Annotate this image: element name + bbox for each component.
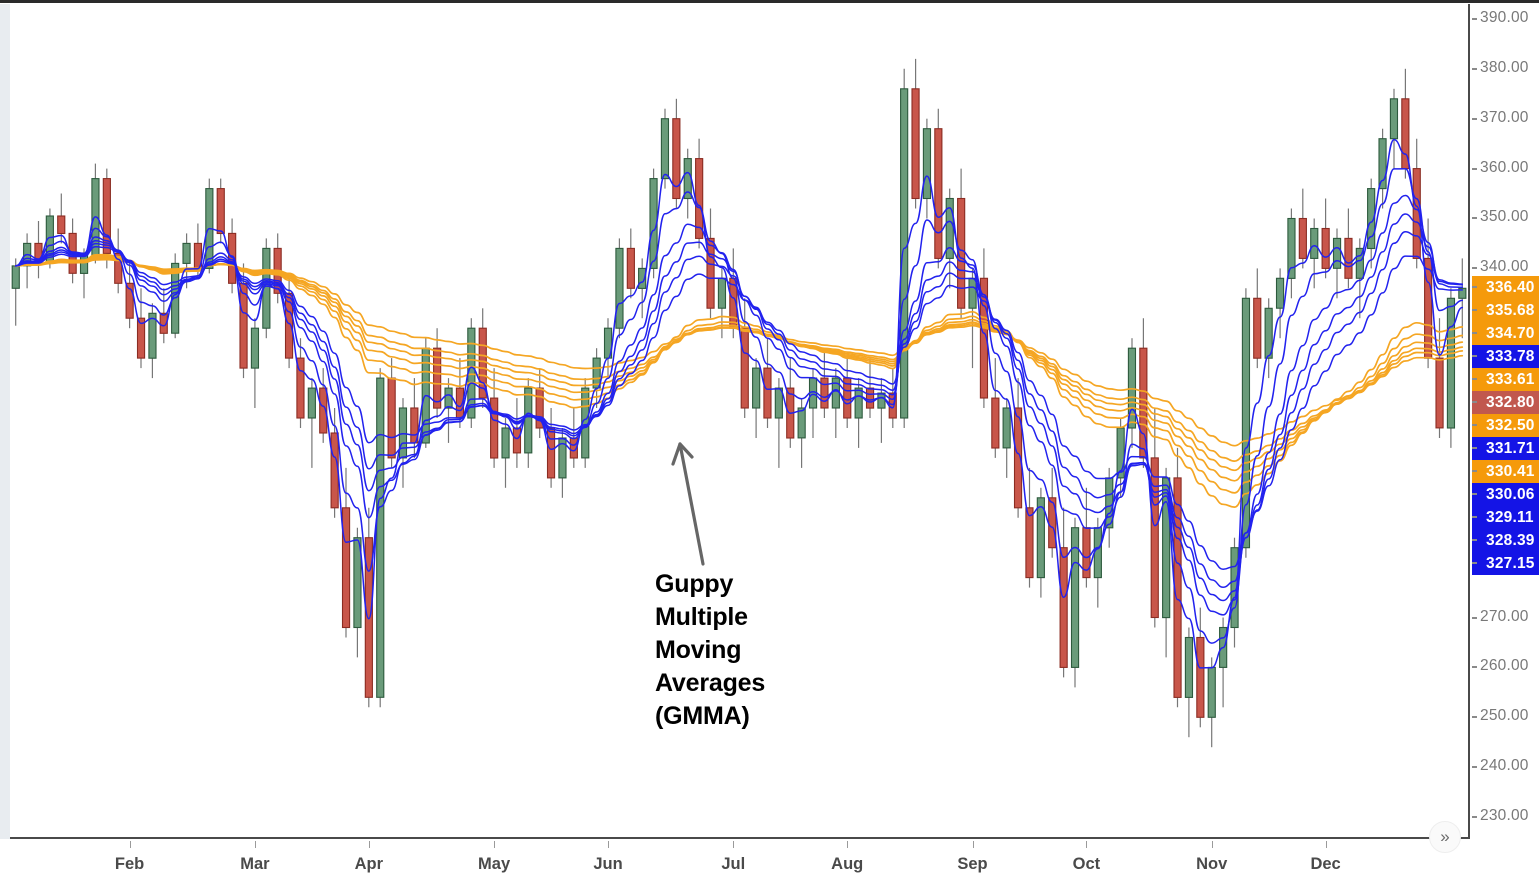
time-axis-label: Jun	[593, 855, 623, 873]
tick-mark	[1472, 666, 1477, 669]
current-price-label[interactable]: 335.68	[1472, 299, 1539, 322]
price-tick: 360.00	[1472, 159, 1539, 176]
tick-mark	[1472, 332, 1477, 334]
current-price-label[interactable]: 332.50	[1472, 414, 1539, 437]
current-price-label[interactable]: 328.39	[1472, 529, 1539, 552]
price-plot-area[interactable]	[10, 4, 1470, 839]
price-tick: 350.00	[1472, 208, 1539, 225]
tick-mark	[1472, 309, 1477, 311]
tick-mark	[1472, 355, 1477, 357]
time-axis-label: Sep	[957, 855, 988, 873]
price-tick-label: 390.00	[1480, 8, 1529, 26]
tick-mark	[1472, 816, 1477, 819]
time-axis-label: Aug	[831, 855, 864, 873]
tick-mark	[1472, 539, 1477, 541]
price-tick: 260.00	[1472, 657, 1539, 674]
price-tick-label: 270.00	[1480, 607, 1529, 625]
annotation-line: Moving	[655, 636, 742, 664]
tick-mark	[1472, 447, 1477, 449]
time-axis-label: Mar	[240, 855, 270, 873]
candlestick-svg	[11, 58, 1467, 748]
time-axis-label: Jul	[721, 855, 746, 873]
current-price-label[interactable]: 329.11	[1472, 506, 1539, 529]
tick-mark	[1472, 470, 1477, 472]
price-tick-label: 350.00	[1480, 208, 1529, 226]
current-price-label[interactable]: 327.15	[1472, 552, 1539, 575]
scroll-to-latest-button[interactable]: »	[1429, 821, 1461, 853]
time-tick	[1325, 841, 1327, 848]
price-tick: 380.00	[1472, 59, 1539, 76]
time-axis-label: Nov	[1196, 855, 1228, 873]
tick-mark	[1472, 716, 1477, 719]
left-gutter	[0, 4, 10, 839]
price-tick-label: 250.00	[1480, 707, 1529, 725]
current-price-label[interactable]: 336.40	[1472, 276, 1539, 299]
annotation-line: Guppy	[655, 570, 734, 598]
price-tick: 370.00	[1472, 109, 1539, 126]
time-tick	[847, 841, 849, 848]
current-price-label[interactable]: 332.80	[1472, 391, 1539, 414]
price-tick: 340.00	[1472, 258, 1539, 275]
tick-mark	[1472, 401, 1477, 403]
tick-mark	[1472, 562, 1477, 564]
current-price-label[interactable]: 333.78	[1472, 345, 1539, 368]
annotation-line: Averages	[655, 669, 766, 697]
gmma-annotation-text: Guppy Multiple Moving Averages (GMMA)	[655, 568, 765, 733]
tick-mark	[1472, 67, 1477, 70]
current-price-label[interactable]: 330.06	[1472, 483, 1539, 506]
price-tick-label: 260.00	[1480, 657, 1529, 675]
time-tick	[254, 841, 256, 848]
time-tick	[1086, 841, 1088, 848]
tick-mark	[1472, 117, 1477, 120]
price-tick-label: 360.00	[1480, 158, 1529, 176]
time-tick	[1211, 841, 1213, 848]
price-tick-label: 380.00	[1480, 58, 1529, 76]
tick-mark	[1472, 516, 1477, 518]
time-tick	[494, 841, 496, 848]
tick-mark	[1472, 167, 1477, 170]
price-tick-label: 240.00	[1480, 757, 1529, 775]
time-tick	[733, 841, 735, 848]
price-tick-label: 340.00	[1480, 258, 1529, 276]
time-axis-label: May	[478, 855, 511, 873]
time-axis-label: Apr	[354, 855, 384, 873]
price-tick-label: 230.00	[1480, 807, 1529, 825]
tick-mark	[1472, 217, 1477, 220]
current-price-label[interactable]: 331.71	[1472, 437, 1539, 460]
price-tick: 390.00	[1472, 9, 1539, 26]
tick-mark	[1472, 424, 1477, 426]
tick-mark	[1472, 378, 1477, 380]
tick-mark	[1472, 267, 1477, 270]
time-tick	[972, 841, 974, 848]
top-border	[0, 0, 1539, 3]
tick-mark	[1472, 616, 1477, 619]
time-axis-label: Dec	[1310, 855, 1341, 873]
tick-mark	[1472, 286, 1477, 288]
tick-mark	[1472, 17, 1477, 20]
price-tick-label: 370.00	[1480, 108, 1529, 126]
time-tick	[368, 841, 370, 848]
annotation-line: Multiple	[655, 603, 748, 631]
current-price-label[interactable]: 334.70	[1472, 322, 1539, 345]
tick-mark	[1472, 493, 1477, 495]
time-axis-label: Oct	[1072, 855, 1101, 873]
tick-mark	[1472, 766, 1477, 769]
current-price-label[interactable]: 333.61	[1472, 368, 1539, 391]
price-tick: 250.00	[1472, 707, 1539, 724]
time-axis[interactable]: Feb Mar Apr May Jun Jul Aug Sep Oct Nov Dec	[0, 841, 1539, 883]
time-tick	[608, 841, 609, 848]
price-axis[interactable]: 390.00 380.00 370.00 360.00 350.00 340.00 270.…	[1472, 0, 1539, 840]
price-tick: 240.00	[1472, 757, 1539, 774]
annotation-line: (GMMA)	[655, 702, 750, 730]
price-tick: 270.00	[1472, 608, 1539, 625]
current-price-label[interactable]: 330.41	[1472, 460, 1539, 483]
price-tick: 230.00	[1472, 807, 1539, 824]
time-axis-label: Feb	[114, 855, 145, 873]
time-tick	[129, 841, 131, 848]
